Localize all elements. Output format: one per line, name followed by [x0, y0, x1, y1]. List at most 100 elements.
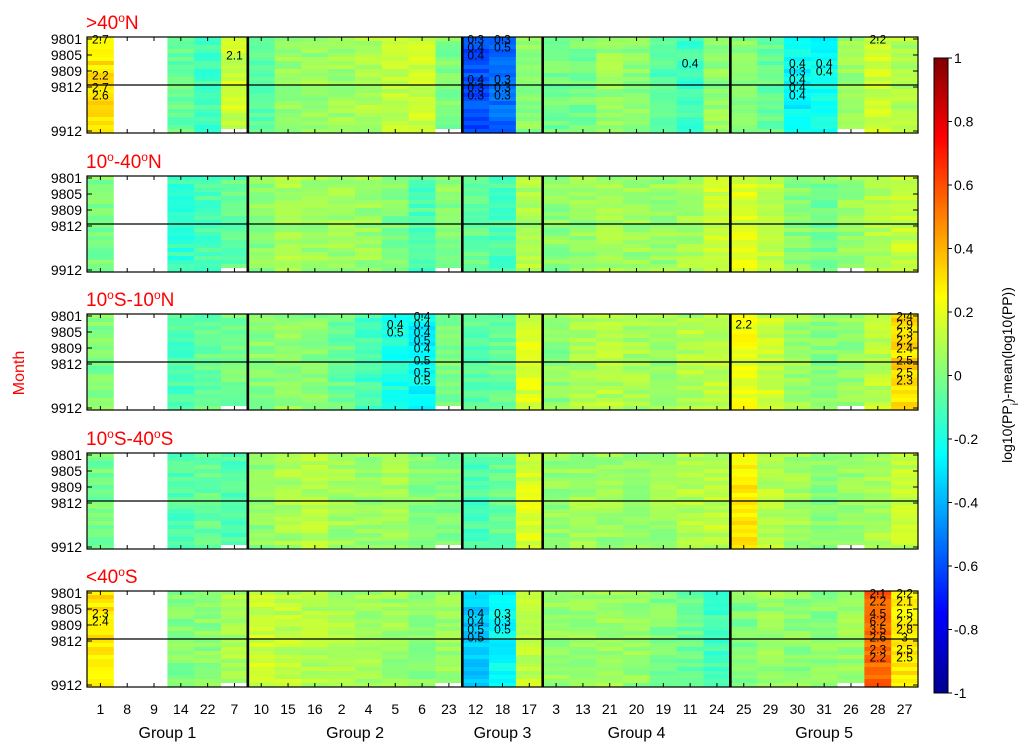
- heatmap-cell: [274, 318, 303, 323]
- heatmap-cell: [381, 623, 410, 628]
- x-tick-label: 24: [709, 701, 725, 717]
- heatmap-cell: [515, 541, 544, 546]
- heatmap-cell: [757, 244, 785, 249]
- heatmap-cell: [221, 485, 249, 490]
- heatmap-cell: [113, 663, 142, 668]
- heatmap-cell: [167, 228, 195, 233]
- heatmap-cell: [408, 461, 437, 466]
- heatmap-cell: [140, 232, 169, 237]
- heatmap-cell: [783, 252, 812, 257]
- heatmap-cell: [247, 101, 276, 106]
- heatmap-cell: [703, 216, 731, 221]
- heatmap-cell: [515, 200, 544, 205]
- heatmap-cell: [301, 382, 329, 387]
- heatmap-cell: [113, 398, 142, 403]
- heatmap-cell: [167, 125, 195, 130]
- heatmap-cell: [596, 69, 624, 74]
- heatmap-cell: [515, 457, 544, 462]
- heatmap-cell: [783, 493, 812, 498]
- heatmap-cell: [381, 603, 410, 608]
- heatmap-cell: [542, 212, 571, 217]
- heatmap-cell: [247, 121, 276, 126]
- heatmap-cell: [113, 647, 142, 652]
- heatmap-cell: [837, 465, 865, 470]
- heatmap-cell: [730, 89, 758, 94]
- y-tick-label: 9809: [51, 617, 82, 633]
- heatmap-cell: [783, 603, 812, 608]
- heatmap-cell: [328, 224, 356, 229]
- heatmap-cell: [542, 362, 571, 367]
- heatmap-cell: [676, 85, 705, 90]
- heatmap-cell: [542, 248, 571, 253]
- heatmap-cell: [194, 655, 222, 660]
- heatmap-cell: [274, 49, 303, 54]
- heatmap-cell: [649, 635, 678, 640]
- heatmap-cell: [783, 256, 812, 261]
- heatmap-cell: [676, 394, 705, 399]
- heatmap-cell: [194, 204, 222, 209]
- heatmap-cell: [87, 386, 115, 391]
- heatmap-cell: [140, 533, 169, 538]
- heatmap-cell: [676, 346, 705, 351]
- heatmap-cell: [569, 121, 597, 126]
- heatmap-cell: [301, 457, 329, 462]
- heatmap-cell: [435, 97, 463, 102]
- heatmap-cell: [274, 125, 303, 130]
- heatmap-cell: [569, 358, 597, 363]
- heatmap-cell: [462, 541, 490, 546]
- heatmap-cell: [408, 65, 437, 70]
- heatmap-cell: [596, 264, 624, 269]
- heatmap-cell: [221, 93, 249, 98]
- heatmap-cell: [194, 330, 222, 335]
- heatmap-cell: [87, 97, 115, 102]
- heatmap-cell: [783, 45, 812, 50]
- heatmap-cell: [757, 69, 785, 74]
- heatmap-cell: [355, 65, 383, 70]
- heatmap-cell: [87, 196, 115, 201]
- heatmap-cell: [247, 188, 276, 193]
- heatmap-cell: [301, 615, 329, 620]
- heatmap-cell: [274, 192, 303, 197]
- heatmap-cell: [515, 204, 544, 209]
- heatmap-cell: [381, 477, 410, 482]
- heatmap-cell: [810, 180, 839, 185]
- heatmap-cell: [864, 184, 892, 189]
- panel-title: 10o-40oN: [86, 150, 162, 173]
- heatmap-cell: [676, 537, 705, 542]
- heatmap-cell: [864, 386, 892, 391]
- heatmap-cell: [649, 374, 678, 379]
- heatmap-cell: [489, 77, 517, 82]
- heatmap-cell: [649, 631, 678, 636]
- heatmap-cell: [247, 204, 276, 209]
- heatmap-cell: [355, 240, 383, 245]
- heatmap-cell: [381, 513, 410, 518]
- heatmap-cell: [676, 224, 705, 229]
- y-tick-label: 9912: [51, 539, 82, 555]
- heatmap-cell: [649, 228, 678, 233]
- heatmap-cell: [140, 667, 169, 672]
- heatmap-cell: [113, 659, 142, 664]
- heatmap-cell: [596, 671, 624, 676]
- heatmap-cell: [864, 485, 892, 490]
- heatmap-cell: [140, 374, 169, 379]
- heatmap-cell: [837, 338, 865, 343]
- heatmap-cell: [381, 252, 410, 257]
- heatmap-cell: [274, 469, 303, 474]
- heatmap-cell: [891, 497, 919, 502]
- heatmap-cell: [596, 663, 624, 668]
- heatmap-cell: [355, 196, 383, 201]
- heatmap-cell: [328, 358, 356, 363]
- heatmap-cell: [247, 216, 276, 221]
- heatmap-cell: [783, 248, 812, 253]
- heatmap-cell: [676, 117, 705, 122]
- heatmap-cell: [676, 81, 705, 86]
- heatmap-cell: [274, 541, 303, 546]
- heatmap-cell: [676, 402, 705, 407]
- heatmap-cell: [649, 97, 678, 102]
- heatmap-cell: [87, 477, 115, 482]
- heatmap-cell: [649, 599, 678, 604]
- heatmap-cell: [623, 525, 651, 530]
- heatmap-cell: [676, 216, 705, 221]
- heatmap-cell: [569, 671, 597, 676]
- heatmap-cell: [649, 457, 678, 462]
